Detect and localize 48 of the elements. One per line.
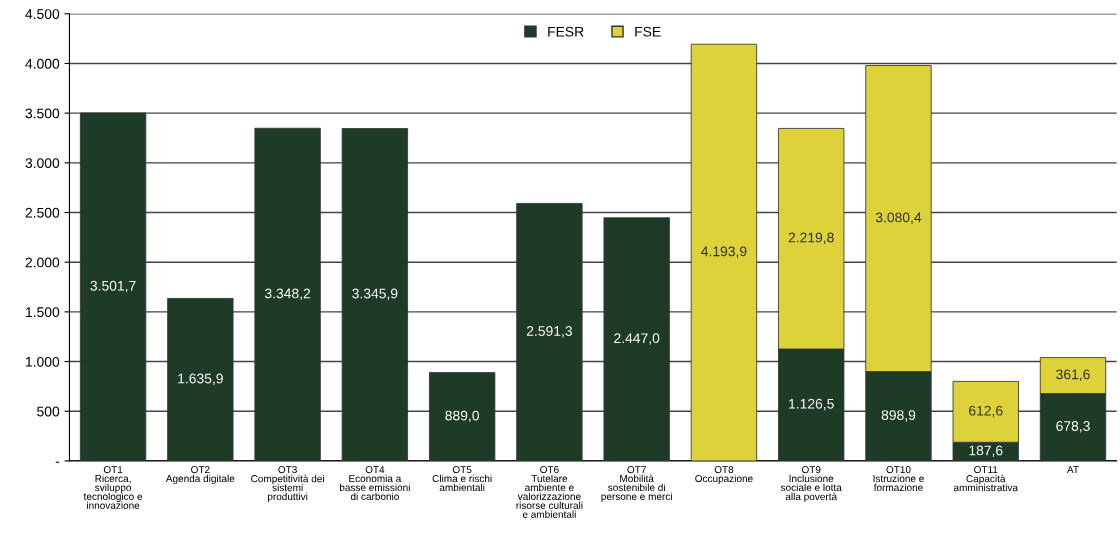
x-tick-label: AT xyxy=(1067,466,1079,474)
y-tick-label: - xyxy=(55,461,60,463)
x-tick-label: OT7 Mobilità sostenibile di persone e merci xyxy=(601,466,672,502)
y-tick-label: 4.000 xyxy=(25,58,60,69)
y-tick-label: 500 xyxy=(37,406,60,417)
x-tick-label: OT11 Capacità amministrativa xyxy=(953,466,1018,492)
legend-label: FSE xyxy=(635,26,661,37)
data-label: 3.080,4 xyxy=(875,212,922,224)
bar xyxy=(167,297,234,461)
data-label: 1.635,9 xyxy=(178,373,223,386)
data-label: 1.126,5 xyxy=(789,398,834,411)
x-tick-label: OT5 Clima e rischi ambientali xyxy=(432,466,492,492)
x-tick-label: OT4 Economia a basse emissioni di carbonio xyxy=(339,466,410,501)
data-label: 2.219,8 xyxy=(788,232,834,245)
data-label: 187,6 xyxy=(969,445,1003,457)
data-label: 3.345,9 xyxy=(352,288,398,301)
x-tick-label: OT1 Ricerca, sviluppo tecnologico e innovazione xyxy=(83,466,143,509)
bar xyxy=(516,203,583,461)
x-tick-label: OT9 Inclusione sociale e lotta alla povertà xyxy=(780,466,842,503)
data-label: 898,9 xyxy=(881,410,916,422)
x-tick-label: OT10 Istruzione e formazione xyxy=(873,466,924,492)
x-tick-label: OT3 Competitività dei sistemi produttivi xyxy=(251,466,324,503)
data-label: 4.193,9 xyxy=(701,246,747,258)
data-label: 3.501,7 xyxy=(90,280,136,293)
x-tick-label: OT8 Occupazione xyxy=(695,466,753,485)
data-label: 361,6 xyxy=(1056,369,1090,381)
bar xyxy=(603,217,670,461)
data-label: 889,0 xyxy=(445,410,479,423)
data-label: 3.348,2 xyxy=(264,288,311,300)
y-tick-label: 2.500 xyxy=(25,207,60,218)
bar xyxy=(254,127,321,461)
y-tick-label: 4.500 xyxy=(25,9,60,19)
data-label: 2.591,3 xyxy=(526,326,572,338)
bar xyxy=(79,112,147,461)
data-label: 678,3 xyxy=(1056,421,1090,433)
data-label: 2.447,0 xyxy=(614,333,660,345)
data-label: 612,6 xyxy=(969,405,1003,418)
x-tick-label: OT2 Agenda digitale xyxy=(165,466,235,485)
y-tick-label: 3.500 xyxy=(25,108,60,119)
y-tick-label: 1.500 xyxy=(26,307,60,318)
y-tick-label: 3.000 xyxy=(25,158,60,169)
x-tick-label: OT6 Tutelare ambiente e valorizzazione risorse culturali e ambientali xyxy=(516,466,583,518)
legend-label: FESR xyxy=(548,26,584,37)
bar xyxy=(690,43,758,461)
bar xyxy=(428,372,496,461)
bar xyxy=(341,128,409,461)
y-tick-label: 2.000 xyxy=(25,257,60,268)
y-tick-label: 1.000 xyxy=(26,356,60,367)
